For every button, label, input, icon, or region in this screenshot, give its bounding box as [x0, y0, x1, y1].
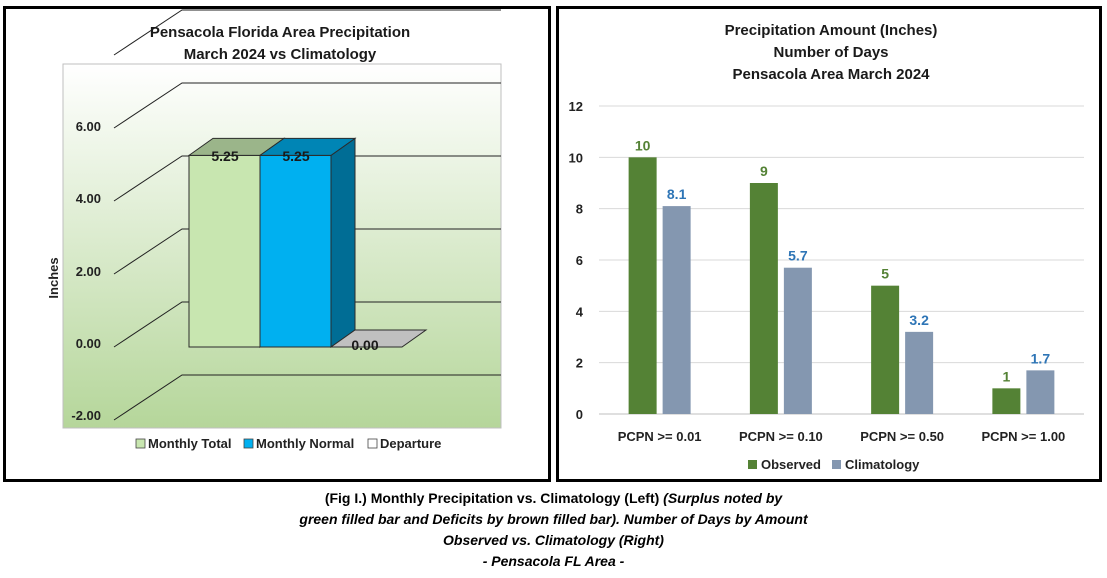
right-bar-observed	[871, 285, 900, 414]
left-data-label-monthly-total: 5.25	[211, 148, 238, 164]
left-gridline	[113, 374, 501, 421]
caption-line-1: (Fig I.) Monthly Precipitation vs. Clima…	[0, 488, 1107, 509]
left-chart-title-line2: March 2024 vs Climatology	[184, 46, 377, 63]
legend-swatch-observed	[748, 460, 757, 469]
legend-label-departure: Departure	[380, 436, 441, 451]
right-x-label: PCPN >= 1.00	[981, 429, 1065, 444]
right-chart: Precipitation Amount (Inches) Number of …	[569, 22, 1084, 472]
right-data-label: 1.7	[1031, 350, 1051, 366]
right-chart-title-line3: Pensacola Area March 2024	[732, 66, 930, 83]
bar-side-face	[330, 137, 356, 348]
right-y-tick: 2	[576, 356, 583, 371]
right-x-label: PCPN >= 0.10	[739, 429, 823, 444]
right-x-label: PCPN >= 0.50	[860, 429, 944, 444]
left-y-tick: 2.00	[76, 264, 101, 279]
right-bar-climatology	[905, 331, 934, 414]
left-chart-title-line1: Pensacola Florida Area Precipitation	[150, 24, 410, 41]
legend-label-climatology: Climatology	[845, 457, 920, 472]
right-data-label: 10	[635, 137, 651, 153]
right-y-tick: 8	[576, 202, 583, 217]
legend-label-observed: Observed	[761, 457, 821, 472]
left-gridline	[113, 82, 501, 129]
left-chart-panel: Pensacola Florida Area Precipitation Mar…	[3, 6, 551, 482]
caption-line-4: - Pensacola FL Area -	[482, 553, 625, 569]
left-bar-departure	[329, 329, 428, 348]
left-gridlines	[113, 9, 501, 421]
left-gridline	[113, 155, 501, 202]
right-chart-title-line1: Precipitation Amount (Inches)	[725, 22, 938, 39]
bar-front-face	[259, 154, 332, 348]
right-data-label: 9	[760, 163, 768, 179]
left-y-tick: 0.00	[76, 336, 101, 351]
caption-line-1-bold: (Fig I.) Monthly Precipitation vs. Clima…	[324, 490, 664, 506]
right-y-tick: 10	[569, 150, 583, 165]
right-data-label: 1	[1002, 368, 1010, 384]
right-bar-observed	[628, 157, 657, 415]
legend-swatch-climatology	[832, 460, 841, 469]
right-chart-panel: Precipitation Amount (Inches) Number of …	[556, 6, 1102, 482]
bar-top-face	[258, 137, 357, 156]
right-y-tick: 4	[576, 304, 584, 319]
legend-label-monthly-normal: Monthly Normal	[256, 436, 354, 451]
left-bars	[187, 137, 428, 348]
right-data-label: 5	[881, 266, 889, 282]
left-gridline	[113, 301, 501, 348]
bar-front-face	[188, 154, 261, 348]
left-y-tick: 6.00	[76, 119, 101, 134]
right-data-label: 5.7	[788, 248, 808, 264]
right-chart-title-line2: Number of Days	[773, 44, 888, 61]
right-bars: 10 8.1 9 5.7 5 3.2 1 1.7	[628, 137, 1055, 415]
right-bar-climatology	[662, 206, 691, 414]
right-y-tick: 12	[569, 99, 583, 114]
left-gridline	[113, 9, 501, 56]
legend-swatch-monthly-total	[135, 438, 146, 449]
left-bar-monthly-normal	[258, 137, 357, 348]
caption-line-2: green filled bar and Deficits by brown f…	[299, 511, 808, 527]
left-y-tick: -2.00	[71, 408, 101, 423]
right-y-tick: 6	[576, 253, 583, 268]
caption-line-3: Observed vs. Climatology (Right)	[443, 532, 664, 548]
right-data-label: 8.1	[667, 186, 687, 202]
legend-label-monthly-total: Monthly Total	[148, 436, 232, 451]
left-y-axis-label: Inches	[46, 257, 61, 298]
bar-top-face	[329, 329, 428, 348]
left-chart: Pensacola Florida Area Precipitation Mar…	[46, 9, 502, 451]
left-data-label-monthly-normal: 5.25	[282, 148, 309, 164]
right-y-ticks: 0 2 4 6 8 10 12	[569, 99, 584, 422]
right-y-tick: 0	[576, 407, 583, 422]
caption-line-1-italic: (Surplus noted by	[663, 490, 783, 506]
right-bar-observed	[992, 388, 1021, 414]
left-y-tick: 4.00	[76, 191, 101, 206]
legend-swatch-monthly-normal	[243, 438, 254, 449]
left-gridline	[113, 228, 501, 275]
legend-swatch-departure	[367, 438, 378, 449]
right-bar-climatology	[783, 267, 812, 414]
right-data-label: 3.2	[909, 312, 929, 328]
right-x-label: PCPN >= 0.01	[618, 429, 702, 444]
figure-caption: (Fig I.) Monthly Precipitation vs. Clima…	[0, 488, 1107, 572]
right-x-labels: PCPN >= 0.01 PCPN >= 0.10 PCPN >= 0.50 PCPN…	[618, 429, 1066, 444]
right-bar-observed	[749, 183, 778, 414]
left-data-label-departure: 0.00	[351, 337, 378, 353]
right-bar-climatology	[1026, 370, 1055, 414]
